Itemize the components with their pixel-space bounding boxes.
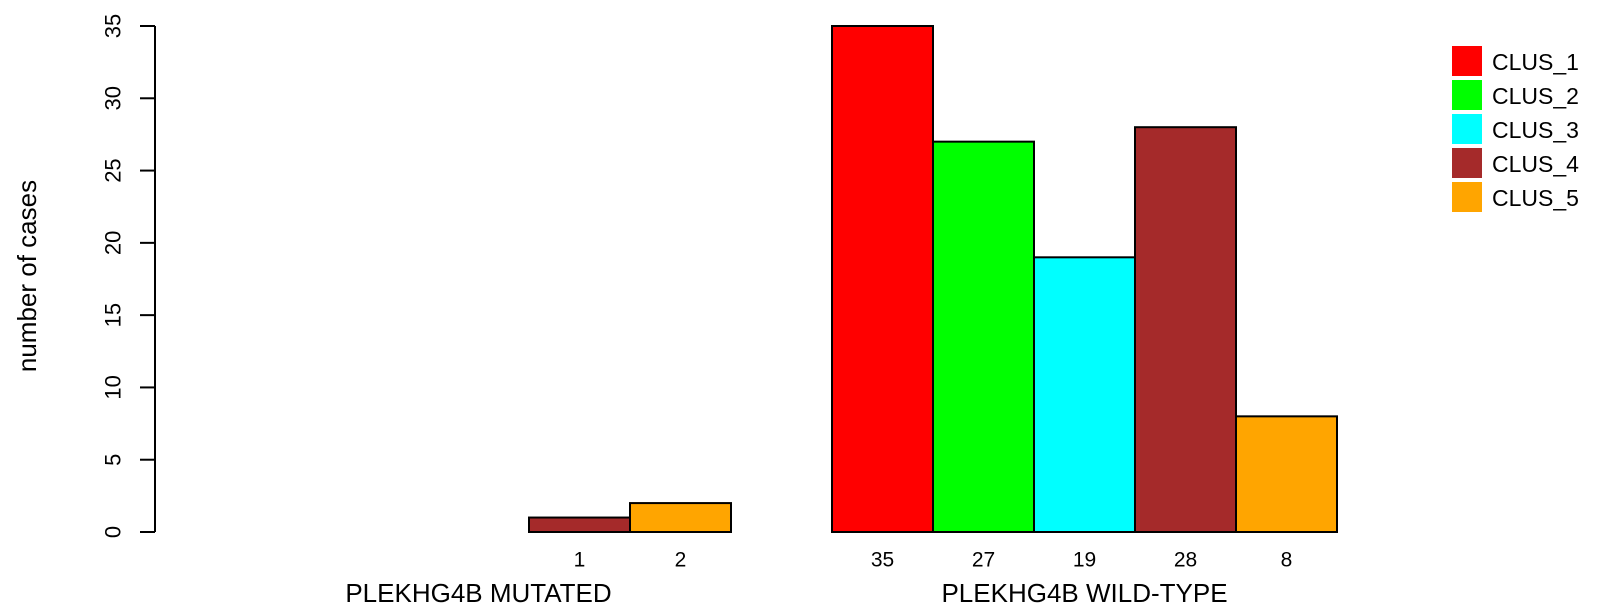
y-tick-label: 0 xyxy=(101,526,126,538)
count-label: 8 xyxy=(1281,549,1293,572)
y-axis-title: number of cases xyxy=(12,180,42,372)
legend-swatch xyxy=(1452,148,1482,178)
count-label: 2 xyxy=(675,549,687,572)
legend-swatch xyxy=(1452,46,1482,76)
count-label: 28 xyxy=(1174,549,1197,572)
legend-label: CLUS_5 xyxy=(1492,185,1579,211)
y-tick-label: 10 xyxy=(101,375,126,399)
group-labels: PLEKHG4B MUTATED PLEKHG4B WILD-TYPE xyxy=(345,578,1227,608)
group-label: PLEKHG4B MUTATED xyxy=(345,578,611,608)
count-label: 27 xyxy=(972,549,995,572)
count-label: 19 xyxy=(1073,549,1096,572)
legend-swatch xyxy=(1452,80,1482,110)
bar-clus-5-wild-type xyxy=(1235,415,1338,534)
y-tick-label: 35 xyxy=(101,14,126,38)
bar-clus-2-wild-type xyxy=(932,140,1035,534)
legend-swatch xyxy=(1452,182,1482,212)
bar-clus-5-mutated xyxy=(629,502,732,534)
bar-clus-4-mutated xyxy=(528,516,631,533)
count-label: 35 xyxy=(871,549,894,572)
legend: CLUS_1 CLUS_2 CLUS_3 CLUS_4 CLUS_5 xyxy=(1452,46,1579,212)
bar-clus-3-wild-type xyxy=(1033,256,1136,533)
legend-label: CLUS_4 xyxy=(1492,151,1579,177)
y-axis: 0 5 10 15 20 25 30 35 xyxy=(101,14,156,538)
y-tick-label: 5 xyxy=(101,454,126,466)
legend-label: CLUS_1 xyxy=(1492,49,1579,75)
count-labels: 1 2 35 27 19 28 8 xyxy=(574,549,1293,572)
count-label: 1 xyxy=(574,549,586,572)
bar-clus-4-wild-type xyxy=(1134,126,1237,533)
bars xyxy=(528,25,1338,534)
legend-swatch xyxy=(1452,114,1482,144)
y-tick-label: 15 xyxy=(101,303,126,327)
legend-label: CLUS_2 xyxy=(1492,83,1579,109)
y-tick-label: 30 xyxy=(101,86,126,110)
y-tick-label: 25 xyxy=(101,158,126,182)
y-tick-label: 20 xyxy=(101,231,126,255)
group-label: PLEKHG4B WILD-TYPE xyxy=(941,578,1227,608)
bar-clus-1-wild-type xyxy=(831,25,934,533)
legend-label: CLUS_3 xyxy=(1492,117,1579,143)
